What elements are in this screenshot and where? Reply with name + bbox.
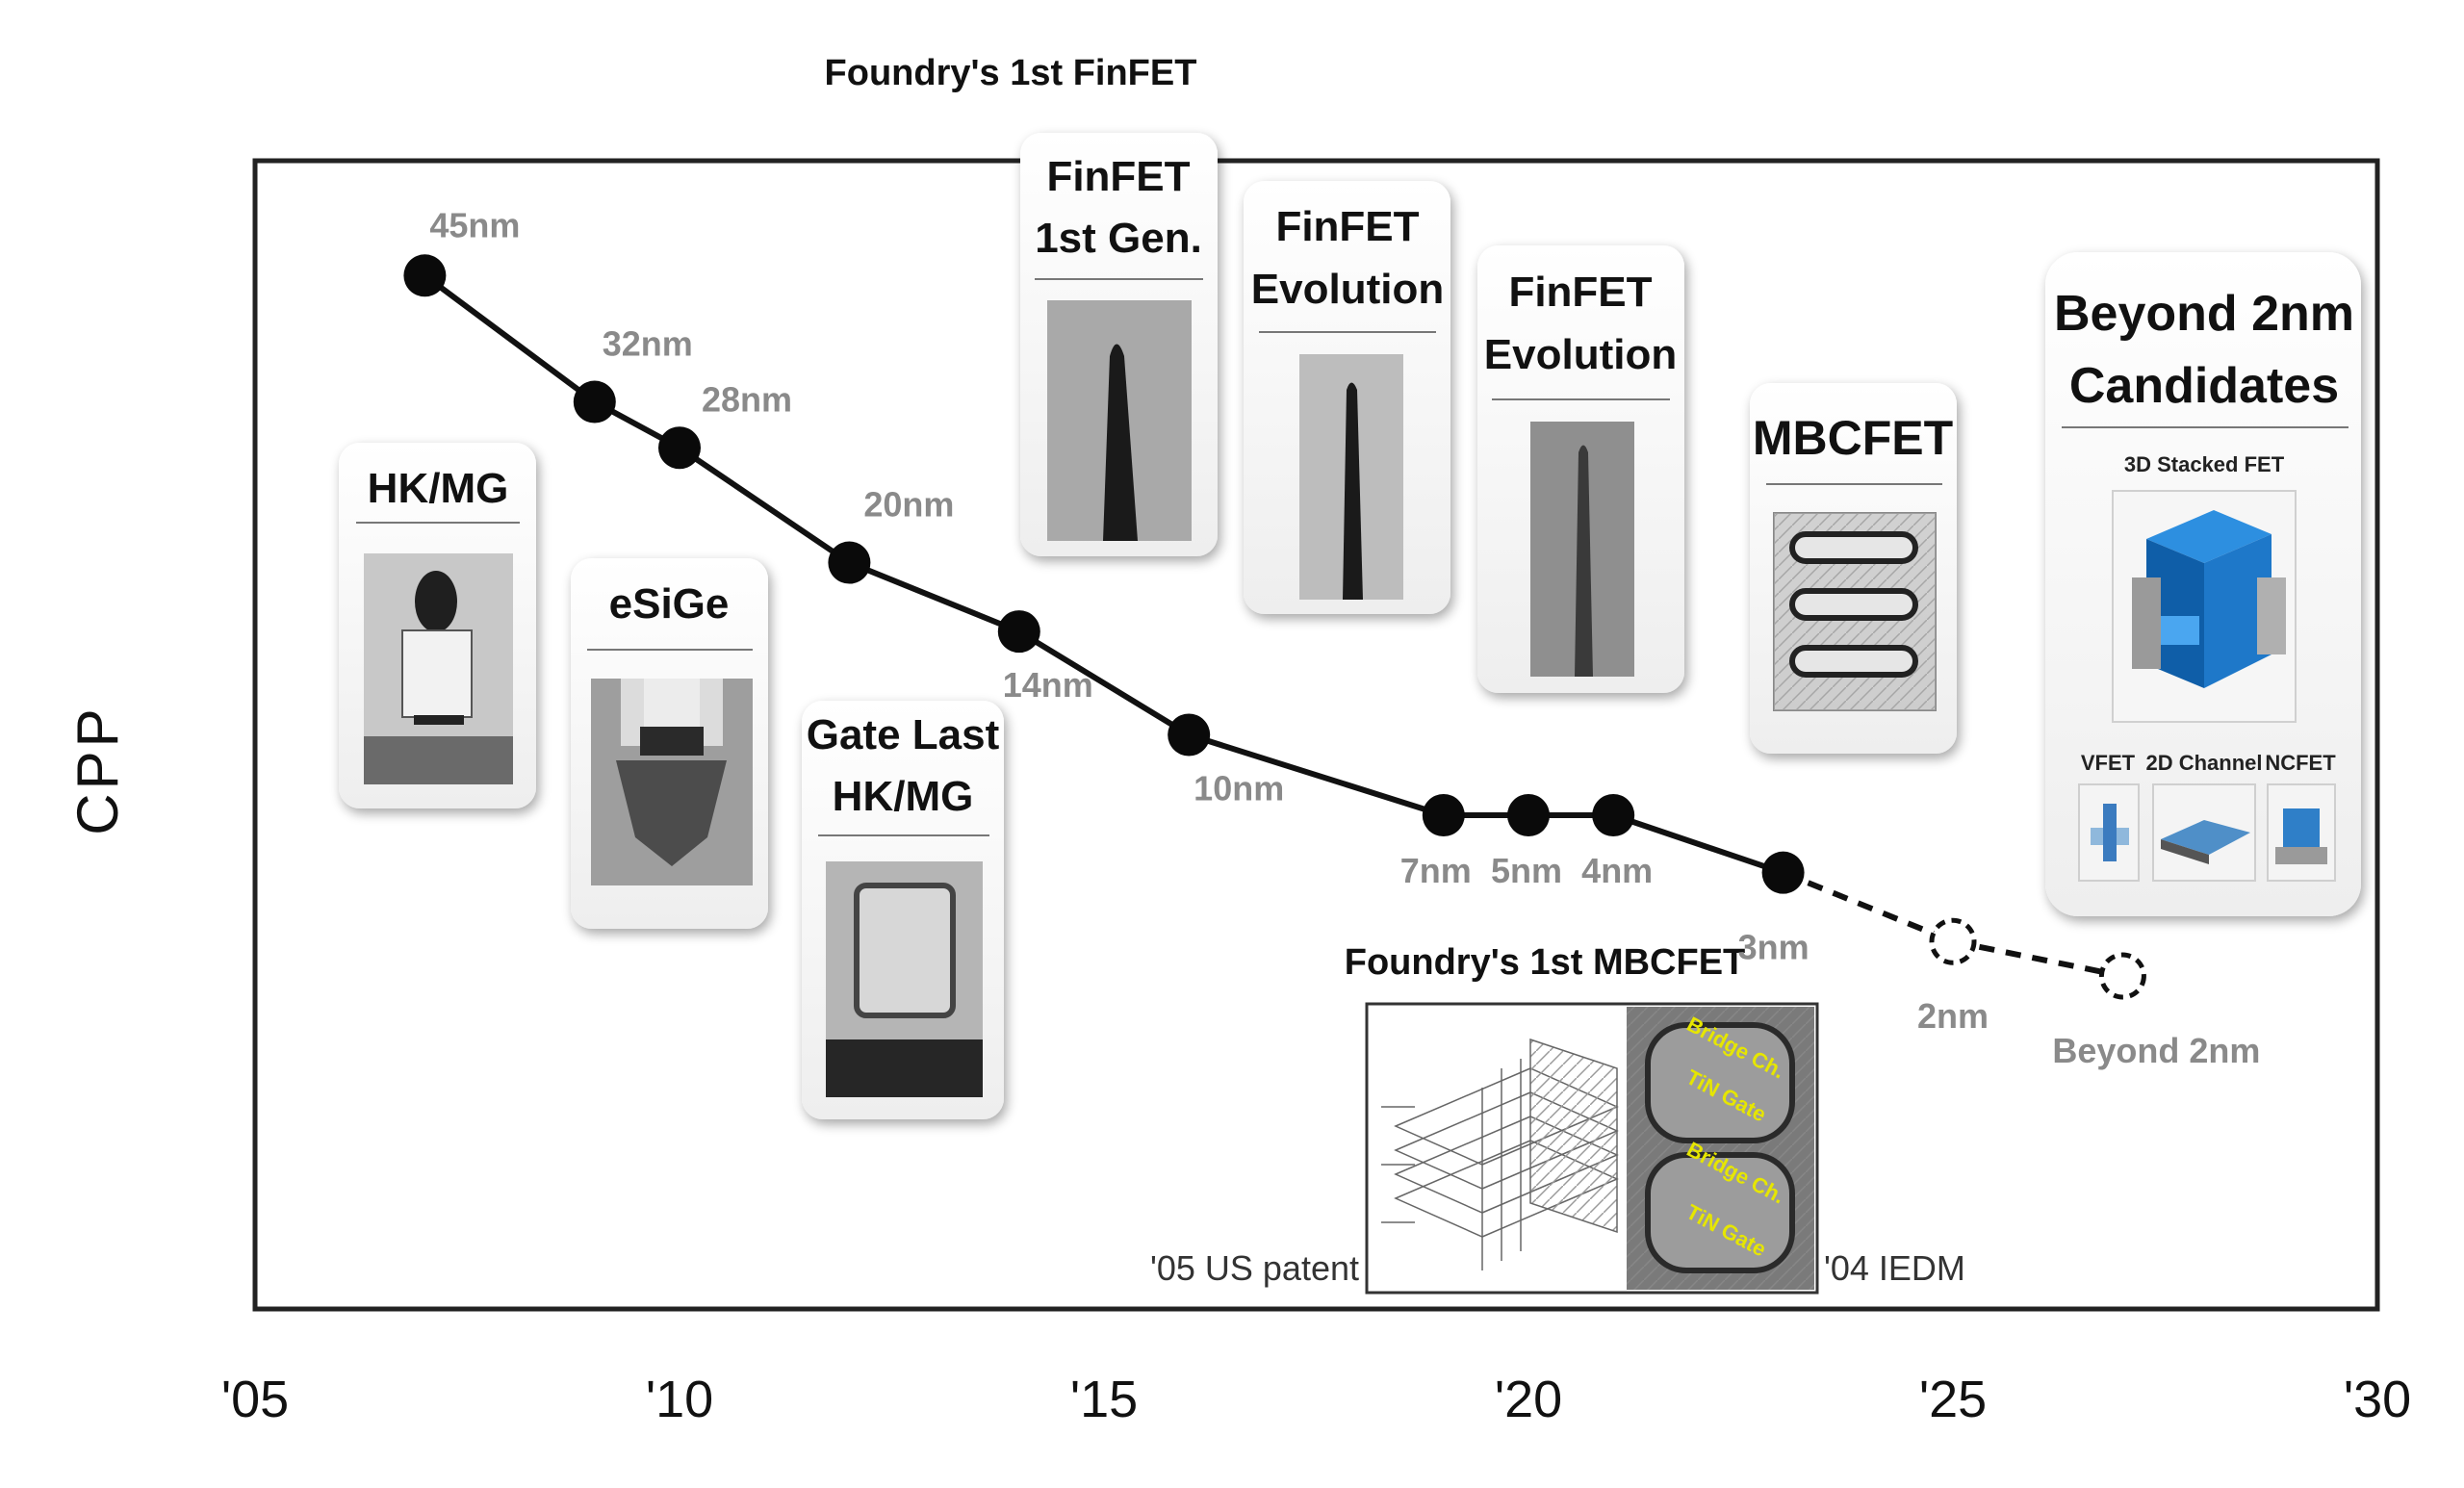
vfet-label: VFET	[2081, 751, 2136, 775]
card-gate-last-image	[826, 861, 983, 1097]
trend-segment	[1782, 869, 1955, 945]
node-point	[1761, 851, 1805, 894]
foundry-first-finfet-annotation: Foundry's 1st FinFET	[825, 53, 1197, 93]
vfet-image	[2078, 783, 2140, 882]
card-finfet-evo1-title-2: Evolution	[1251, 266, 1444, 313]
node-label: 20nm	[863, 485, 954, 525]
x-tick-label: '25	[1919, 1371, 1987, 1428]
node-point	[997, 610, 1040, 654]
node-point	[1507, 794, 1550, 837]
patent-drawing	[1381, 1038, 1619, 1270]
node-point	[1168, 713, 1211, 757]
card-beyond-title-2: Candidates	[2069, 358, 2339, 414]
node-label: Beyond 2nm	[2052, 1031, 2260, 1070]
node-point-future	[2098, 952, 2146, 1000]
x-tick-label: '30	[2344, 1371, 2411, 1428]
node-point	[1592, 794, 1635, 837]
trend-segment	[1612, 812, 1784, 876]
node-label: 2nm	[1917, 996, 1989, 1036]
2d-channel-image	[2152, 783, 2256, 882]
node-point	[1422, 794, 1465, 837]
stacked-fet-image	[2112, 490, 2297, 723]
node-label: 45nm	[429, 205, 520, 244]
card-beyond-title-1: Beyond 2nm	[2054, 286, 2354, 342]
card-finfet-1st-title-1: FinFET	[1046, 153, 1190, 200]
mbcfet-first-annotation: Foundry's 1st MBCFET	[1345, 942, 1746, 983]
2d-channel-label: 2D Channel	[2145, 751, 2262, 775]
x-tick-label: '15	[1070, 1371, 1138, 1428]
card-finfet-1st-title-2: 1st Gen.	[1035, 215, 1202, 262]
node-point	[828, 541, 871, 584]
card-esige-title: eSiGe	[609, 580, 730, 628]
iedm-caption: '04 IEDM	[1824, 1248, 1965, 1288]
card-finfet-1st-image	[1047, 300, 1192, 541]
node-label: 4nm	[1581, 851, 1653, 890]
node-label: 28nm	[702, 379, 792, 419]
x-tick-label: '05	[221, 1371, 289, 1428]
trend-segment	[678, 445, 852, 566]
card-finfet-evo2-title-1: FinFET	[1508, 269, 1652, 316]
mbcfet-inset: Bridge Ch. TiN Gate Bridge Ch. TiN Gate	[1365, 1002, 1819, 1295]
cpp-node-points	[403, 254, 2146, 1000]
trend-segment	[1017, 629, 1191, 738]
trend-segment	[1952, 938, 2123, 979]
card-hkmg-image	[364, 553, 513, 784]
card-finfet-evo1-image	[1299, 354, 1403, 600]
trend-segment	[1188, 731, 1445, 818]
iedm-tem-image: Bridge Ch. TiN Gate Bridge Ch. TiN Gate	[1627, 1007, 1814, 1290]
card-mbcfet-image	[1773, 512, 1937, 711]
x-axis-ticks: '05 '10 '15 '20 '25 '30	[221, 1371, 2411, 1428]
card-gate-last-title-1: Gate Last	[807, 711, 1000, 758]
trend-segment	[423, 272, 597, 404]
x-tick-label: '20	[1495, 1371, 1562, 1428]
stacked-fet-label: 3D Stacked FET	[2124, 452, 2285, 476]
card-mbcfet-title: MBCFET	[1753, 411, 1953, 465]
node-point	[573, 380, 616, 423]
trend-segment	[848, 559, 1020, 634]
card-finfet-evo2-title-2: Evolution	[1484, 331, 1677, 378]
node-label: 32nm	[603, 324, 693, 364]
patent-caption: '05 US patent	[1150, 1248, 1359, 1288]
node-point	[658, 426, 701, 470]
node-point-future	[1929, 917, 1977, 965]
node-label: 5nm	[1491, 851, 1562, 890]
plot-frame	[252, 158, 2380, 1312]
ncfet-image	[2267, 783, 2336, 882]
x-tick-label: '10	[646, 1371, 713, 1428]
card-hkmg-title: HK/MG	[368, 465, 509, 512]
node-label: 3nm	[1738, 928, 1810, 967]
card-gate-last-title-2: HK/MG	[833, 773, 974, 820]
card-esige-image	[591, 679, 753, 885]
node-label: 10nm	[1194, 769, 1284, 808]
ncfet-label: NCFET	[2265, 751, 2336, 775]
node-point	[403, 254, 447, 297]
card-finfet-evo1-title-1: FinFET	[1275, 203, 1419, 250]
y-axis-label: CPP	[65, 705, 130, 834]
node-label: 14nm	[1003, 665, 1093, 705]
node-label: 7nm	[1400, 851, 1472, 890]
card-finfet-evo2-image	[1530, 422, 1634, 677]
